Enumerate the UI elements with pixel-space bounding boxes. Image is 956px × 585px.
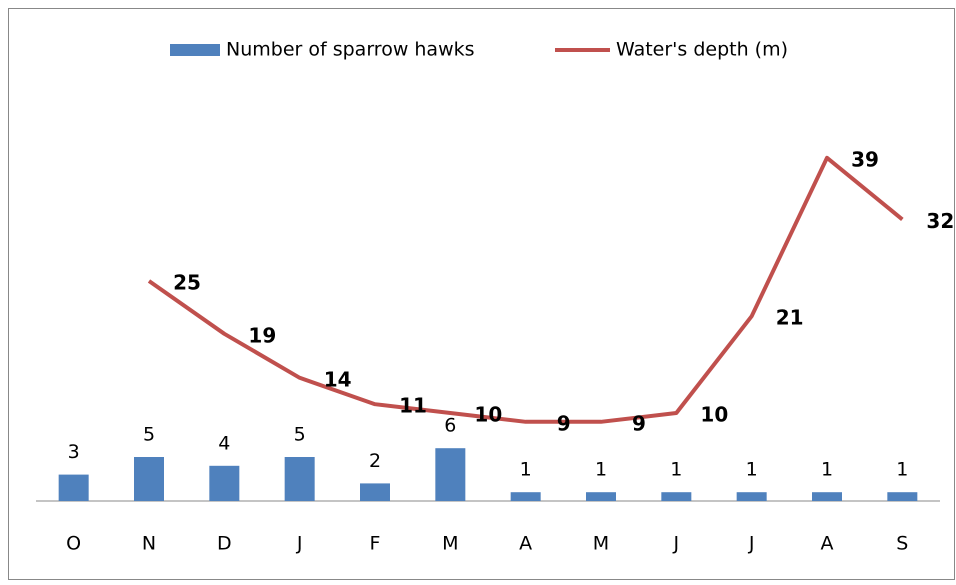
line-value-label: 9 — [632, 411, 646, 435]
bar — [812, 492, 842, 501]
bar-value-label: 4 — [218, 432, 230, 454]
x-tick-label: M — [593, 533, 609, 555]
bar-value-label: 1 — [746, 459, 758, 481]
bar-value-label: 5 — [294, 424, 306, 446]
x-tick-label: J — [748, 533, 755, 555]
bar-value-label: 1 — [670, 459, 682, 481]
bar-value-label: 2 — [369, 450, 381, 472]
x-tick-label: F — [370, 533, 381, 555]
legend-swatch — [170, 44, 220, 56]
line-value-label: 10 — [700, 403, 728, 427]
line-value-label: 14 — [324, 367, 352, 391]
bar — [435, 448, 466, 501]
line-value-label: 9 — [557, 411, 571, 435]
line-value-label: 11 — [399, 394, 427, 418]
x-tick-label: A — [519, 533, 532, 555]
bar — [58, 474, 89, 501]
bar — [586, 492, 616, 501]
bar — [134, 457, 164, 501]
x-tick-label: M — [442, 533, 458, 555]
legend-label: Water's depth (m) — [616, 39, 788, 61]
x-tick-label: S — [896, 533, 908, 555]
bar — [510, 492, 541, 501]
line-value-label: 39 — [851, 147, 879, 171]
bar-value-label: 1 — [520, 459, 532, 481]
line-value-label: 21 — [776, 306, 804, 330]
bar-value-label: 1 — [896, 459, 908, 481]
bar-value-label: 5 — [143, 424, 155, 446]
legend-label: Number of sparrow hawks — [226, 39, 475, 61]
bar-value-label: 1 — [821, 459, 833, 481]
x-tick-label: D — [217, 533, 232, 555]
bar — [209, 465, 240, 501]
bar — [661, 492, 692, 501]
line-value-label: 19 — [248, 323, 276, 347]
line-value-label: 32 — [926, 209, 954, 233]
line — [147, 155, 904, 424]
x-tick-label: J — [296, 533, 303, 555]
bar — [284, 457, 315, 501]
bar-value-label: 1 — [595, 459, 607, 481]
line-value-label: 25 — [173, 271, 201, 295]
bar — [360, 483, 390, 501]
bar-value-label: 6 — [444, 415, 456, 437]
x-tick-label: A — [821, 533, 834, 555]
x-tick-label: N — [142, 533, 156, 555]
line-value-label: 10 — [474, 403, 502, 427]
x-tick-label: J — [673, 533, 680, 555]
bar-value-label: 3 — [68, 441, 80, 463]
bar — [736, 492, 767, 501]
bar — [887, 492, 918, 501]
x-tick-label: O — [66, 533, 81, 555]
